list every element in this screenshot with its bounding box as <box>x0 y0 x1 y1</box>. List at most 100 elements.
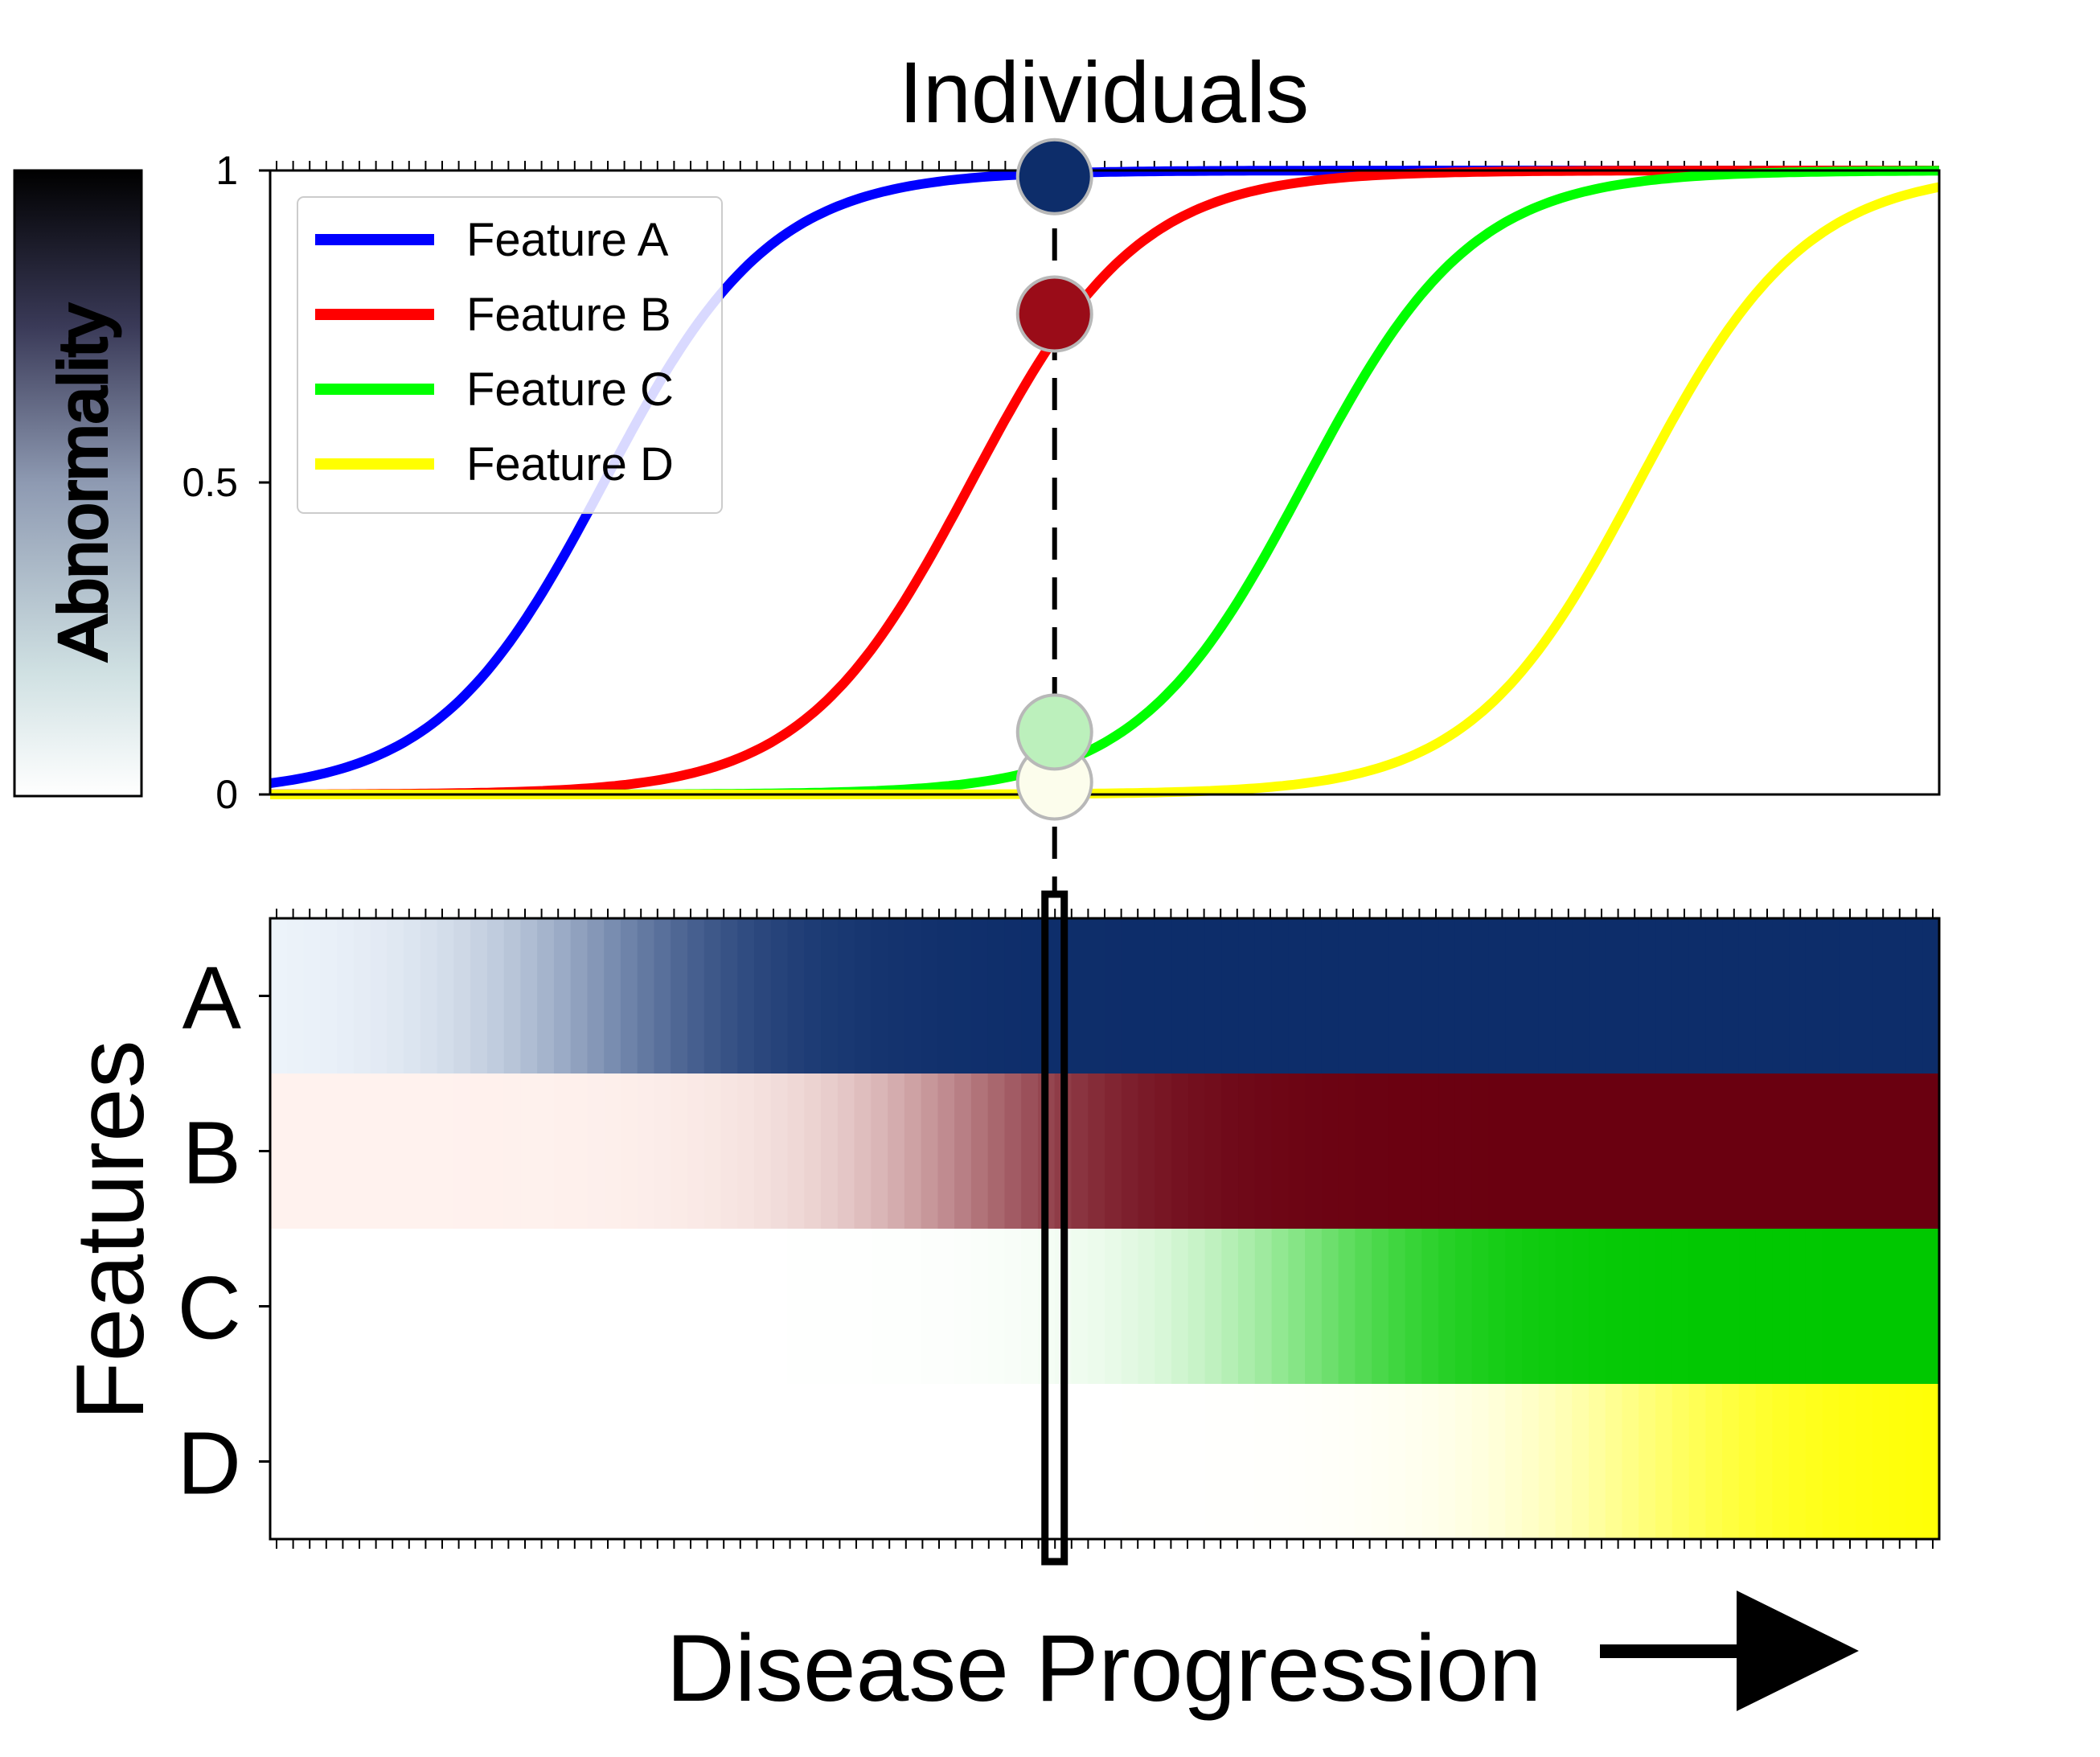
heatmap-cell <box>1372 918 1389 1074</box>
heatmap-cell <box>737 918 755 1074</box>
heatmap-cell <box>1639 1229 1656 1385</box>
heatmap-cell <box>1572 1073 1589 1229</box>
heatmap-cell <box>1905 1073 1924 1229</box>
heatmap-cell <box>286 1229 305 1385</box>
heatmap-cell <box>1155 1384 1172 1540</box>
heatmap-cell <box>1655 918 1673 1074</box>
heatmap-cell <box>553 1384 572 1540</box>
heatmap-cell <box>1271 1073 1290 1229</box>
heatmap-cell <box>503 1229 522 1385</box>
heatmap-cell <box>1155 1073 1172 1229</box>
individual-point <box>1015 138 1093 216</box>
heatmap-cell <box>687 1073 705 1229</box>
heatmap-cell <box>1622 918 1640 1074</box>
heatmap-cell <box>937 1229 955 1385</box>
heatmap-cell <box>787 1229 806 1385</box>
heatmap-cell <box>1738 1073 1757 1229</box>
heatmap-cell <box>921 1073 939 1229</box>
heatmap-cell <box>1405 918 1423 1074</box>
heatmap-cell <box>1688 1229 1707 1385</box>
heatmap-cell <box>1088 1073 1105 1229</box>
heatmap-cell <box>921 918 939 1074</box>
heatmap-cell <box>1271 1229 1290 1385</box>
heatmap-cell <box>1204 1073 1223 1229</box>
heatmap-cell <box>1238 1073 1256 1229</box>
heatmap-cell <box>904 1073 922 1229</box>
heatmap-cell <box>1589 1073 1606 1229</box>
heatmap-cell <box>687 1229 705 1385</box>
heatmap-cell <box>604 1073 621 1229</box>
heatmap-cell <box>1688 1073 1707 1229</box>
heatmap-cell <box>1454 1073 1473 1229</box>
heatmap-cell <box>353 918 371 1074</box>
heatmap-cell <box>1004 1384 1022 1540</box>
heatmap-cell <box>1438 918 1456 1074</box>
heatmap-cell <box>1605 1073 1623 1229</box>
heatmap-cell <box>1639 1384 1656 1540</box>
heatmap-cell <box>720 918 739 1074</box>
heatmap-cell <box>637 1384 655 1540</box>
heatmap-cell <box>570 1384 589 1540</box>
heatmap-cell <box>821 918 839 1074</box>
heatmap-cell <box>337 918 355 1074</box>
heatmap-cell <box>904 918 922 1074</box>
heatmap-cell <box>703 918 722 1074</box>
heatmap-cell <box>1021 1073 1039 1229</box>
heatmap-cell <box>821 1073 839 1229</box>
heatmap-cell <box>1538 918 1557 1074</box>
heatmap-cell <box>904 1384 922 1540</box>
heatmap-cell <box>587 918 605 1074</box>
heatmap-cell <box>987 1229 1006 1385</box>
heatmap-cell <box>503 1384 522 1540</box>
heatmap-cell <box>1138 1073 1156 1229</box>
heatmap-cell <box>620 918 638 1074</box>
heatmap-cell <box>1605 918 1623 1074</box>
heatmap-cell <box>1655 1073 1673 1229</box>
heatmap-cell <box>1538 1073 1557 1229</box>
heatmap-cell <box>954 1073 972 1229</box>
colorbar-label: Abnormality <box>45 304 121 661</box>
heatmap-cell <box>1755 1229 1774 1385</box>
heatmap-cell <box>787 1073 806 1229</box>
heatmap-cell <box>754 918 772 1074</box>
heatmap-cell <box>787 918 806 1074</box>
heatmap-cell <box>520 1229 538 1385</box>
heatmap-cell <box>1271 1384 1290 1540</box>
heatmap-cell <box>537 1073 555 1229</box>
heatmap-cell <box>854 1073 872 1229</box>
heatmap-cell <box>437 1384 455 1540</box>
heatmap-cell <box>270 918 288 1074</box>
heatmap-cell <box>1321 1384 1339 1540</box>
heatmap-cell <box>1488 918 1507 1074</box>
y-tick-label: 0 <box>215 772 238 817</box>
progression-arrow-icon <box>1600 1591 1859 1711</box>
heatmap-cell <box>1789 1229 1807 1385</box>
heatmap-cell <box>437 918 455 1074</box>
heatmap-cell <box>303 1073 322 1229</box>
heatmap-cell <box>1889 1229 1907 1385</box>
heatmap-cell <box>1171 1073 1189 1229</box>
heatmap-cells <box>270 918 1940 1540</box>
heatmap-cell <box>337 1073 355 1229</box>
heatmap-cell <box>470 1229 488 1385</box>
heatmap-cell <box>1071 1073 1089 1229</box>
heatmap-cell <box>486 1229 505 1385</box>
heatmap-cell <box>1105 1384 1122 1540</box>
heatmap-cell <box>486 918 505 1074</box>
heatmap-cell <box>1705 1073 1723 1229</box>
row-label: A <box>183 949 242 1048</box>
heatmap-cell <box>1505 1229 1523 1385</box>
heatmap-cell <box>370 1384 388 1540</box>
heatmap-cell <box>1305 1073 1323 1229</box>
heatmap-cell <box>553 1073 572 1229</box>
heatmap-cell <box>1572 918 1589 1074</box>
heatmap-cell <box>1522 1073 1540 1229</box>
heatmap-cell <box>1021 1384 1039 1540</box>
heatmap-cell <box>1755 918 1774 1074</box>
heatmap-cell <box>1488 1073 1507 1229</box>
heatmap-cell <box>620 1384 638 1540</box>
heatmap-cell <box>654 918 672 1074</box>
heatmap-cell <box>1856 1229 1873 1385</box>
heatmap-cell <box>537 1229 555 1385</box>
heatmap-cell <box>1421 1073 1439 1229</box>
